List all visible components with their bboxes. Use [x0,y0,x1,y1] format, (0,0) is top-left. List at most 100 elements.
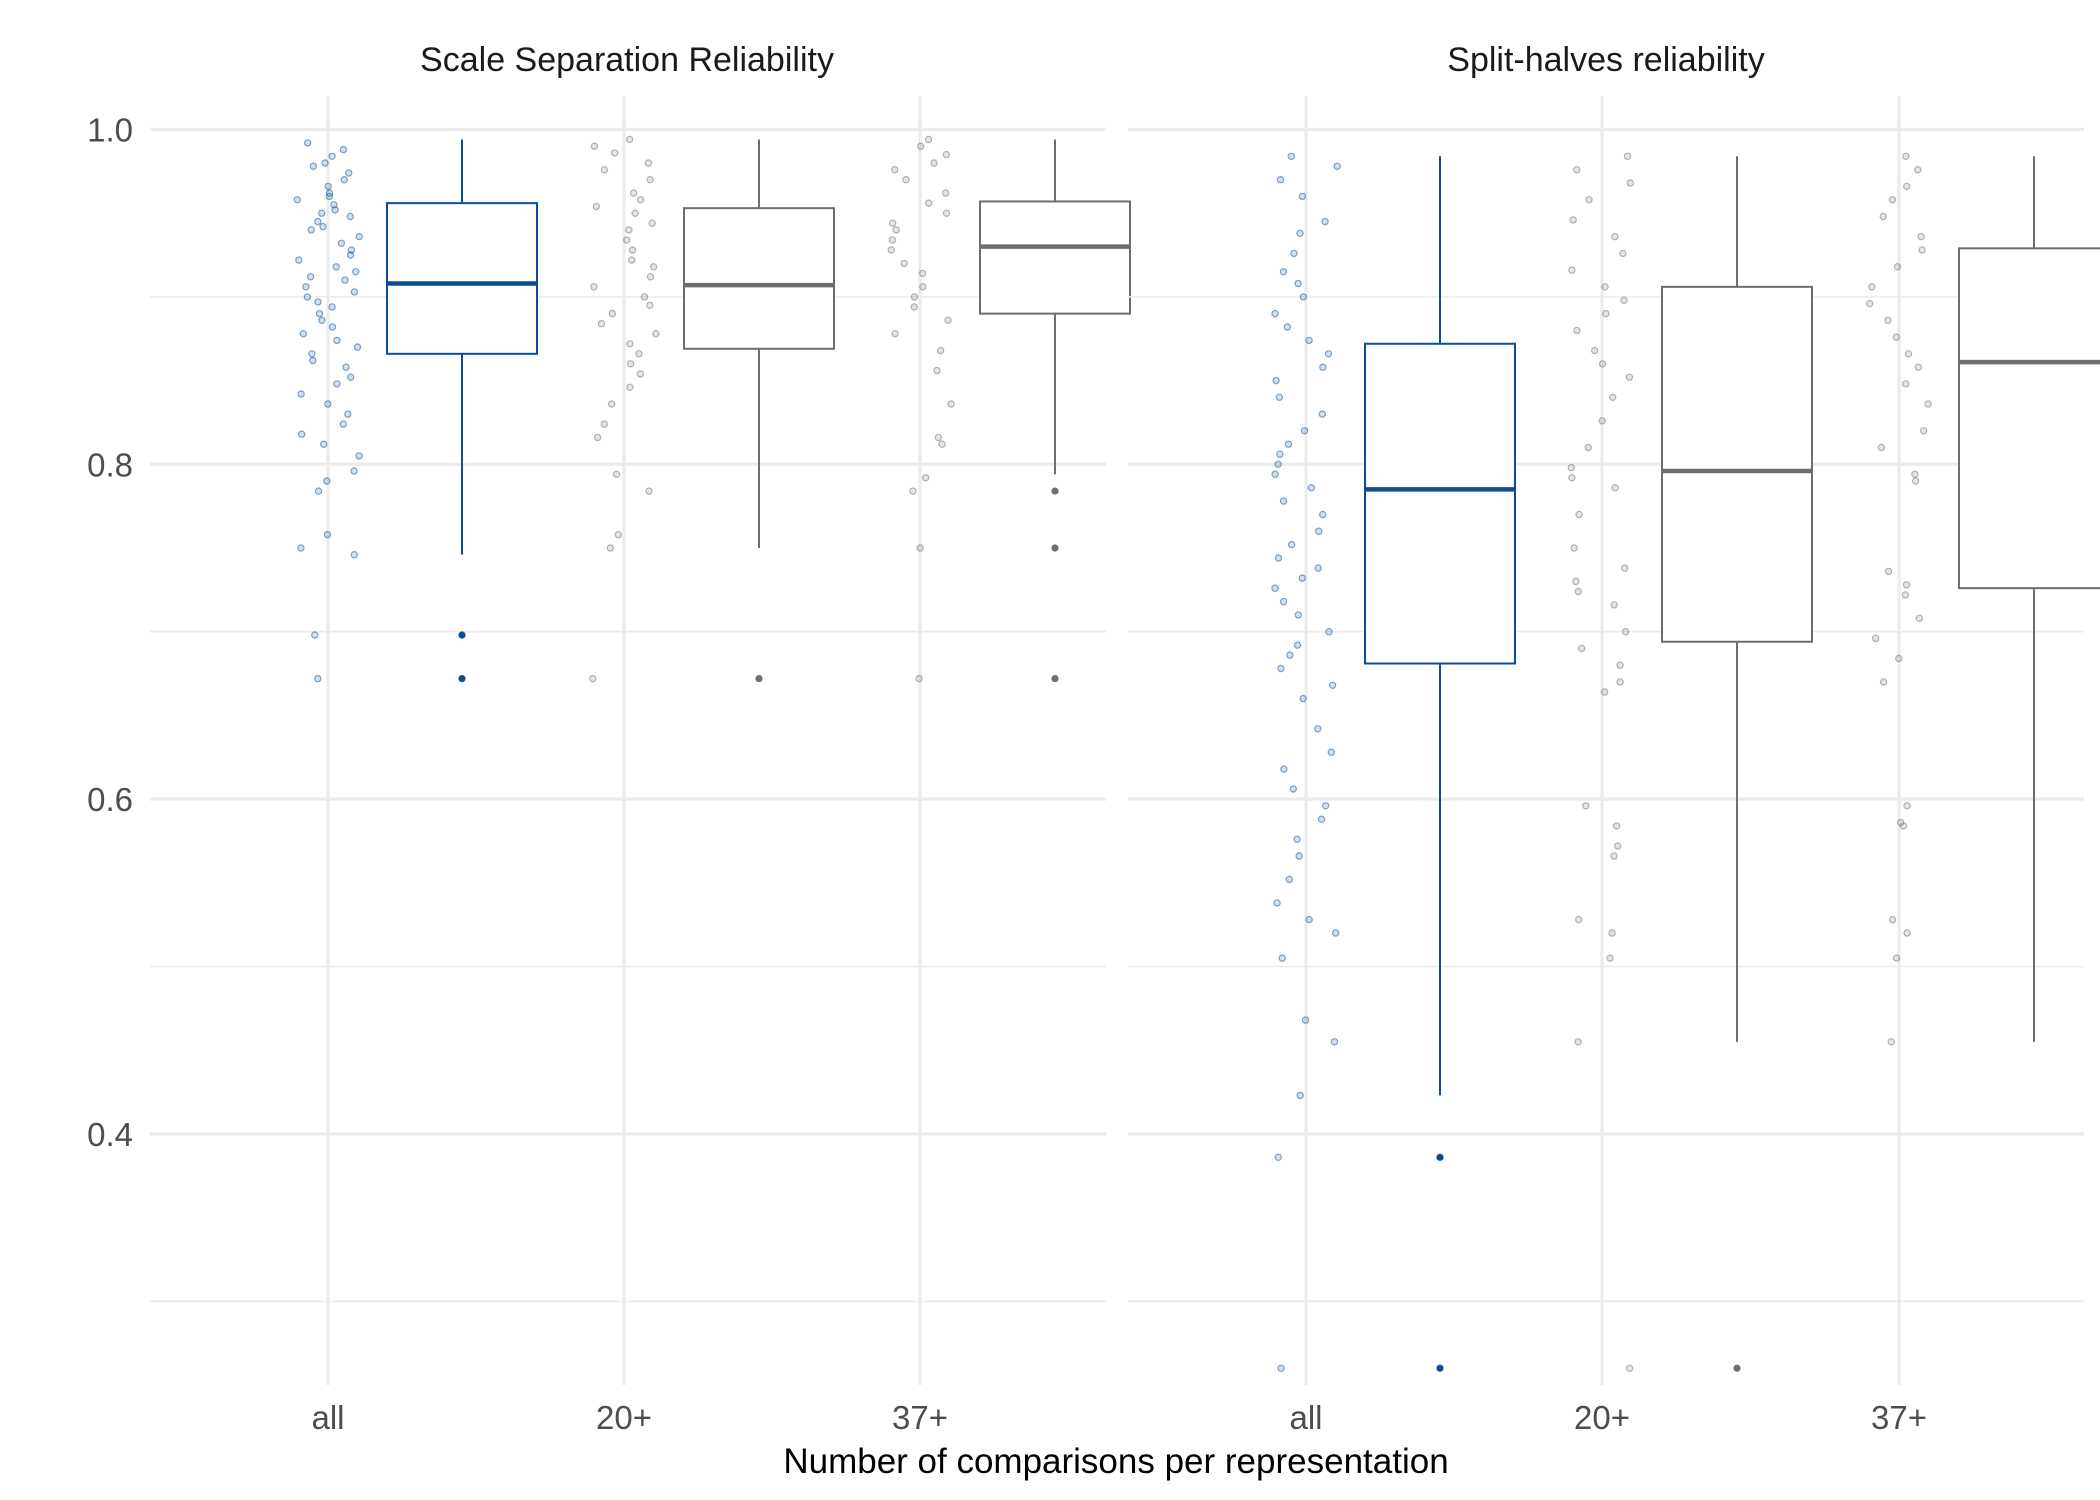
jitter-point [1569,216,1577,224]
jitter-point [628,246,637,254]
jitter-point [315,309,324,318]
jitter-point [1296,229,1304,237]
jitter-point [1598,360,1607,368]
jitter-point [626,135,634,144]
jitter-point [1299,293,1308,301]
jitter-point [593,433,602,442]
jitter-point [339,420,347,428]
jitter-point [942,209,951,217]
jitter-point [1598,417,1606,425]
jitter-point [1317,815,1326,823]
jitter-point [1585,196,1593,204]
jitter-point [314,217,322,226]
jitter-point [1301,1016,1310,1024]
jitter-point [589,674,597,683]
jitter-point [1613,842,1622,850]
jitter-point [1277,664,1285,673]
jitter-point [314,674,322,683]
y-tick-label: 0.4 [87,1116,133,1153]
jitter-point [1318,510,1327,519]
jitter-point [925,199,933,207]
jitter-point [1314,527,1323,535]
jitter-point [892,226,900,234]
jitter-point [1271,309,1279,318]
outlier-point [1051,487,1059,495]
jitter-point [933,366,941,375]
jitter-point [1300,427,1309,435]
jitter-point [934,433,943,442]
jitter-point [1570,544,1578,552]
x-tick-label: 20+ [596,1399,652,1436]
panel-scale-separation-reliability: Scale Separation Reliability all 20+ 37+ [150,41,1131,1436]
jitter-point [1573,326,1581,335]
jitter-point [1272,376,1280,385]
jitter-point [1330,1038,1339,1046]
jitter-point [600,420,609,428]
jitter-point [1275,393,1284,401]
jitter-point [1274,1153,1283,1162]
jitter-point [319,222,327,231]
jitter-point [1280,765,1288,773]
jitter-point [636,196,645,204]
jitter-point [1325,628,1333,636]
jitter-point [1567,463,1576,472]
panel-title: Scale Separation Reliability [420,41,834,79]
jitter-point [1901,591,1910,599]
jitter-point [293,196,301,204]
jitter-point [347,373,355,381]
box [1661,285,1813,643]
jitter-point [297,390,305,398]
jitter-point [1865,299,1874,308]
jitter-point [352,268,360,276]
jitter-point [1276,450,1284,458]
box [1958,247,2100,590]
jitter-point [1318,410,1327,418]
jitter-point [1305,915,1313,924]
jitter-point [1274,554,1283,562]
jitter-point [304,139,312,147]
jitter-point [1879,212,1888,221]
panel-x-ticks: all 20+ 37+ [1289,1399,1927,1436]
jitter-point [1286,651,1294,659]
jitter-point [626,360,635,368]
jitter-point [924,135,933,144]
jitter-point [314,487,323,495]
jitter-point [298,430,306,438]
jitter-point [1324,350,1333,358]
jitter-point [1294,611,1303,619]
jitter-point [635,350,643,358]
jitter-point [1294,279,1302,288]
jitter-point [325,192,334,201]
jitter-point [1888,196,1897,204]
jitter-point [1626,179,1635,187]
x-axis-title: Number of comparisons per representation [783,1442,1448,1481]
jitter-point [1879,678,1888,686]
jitter-point [306,273,315,281]
outlier-point [458,631,466,639]
jitter-point [1893,263,1902,271]
x-tick-label: 37+ [1871,1399,1927,1436]
jitter-point [1625,373,1634,381]
box [1364,342,1516,665]
jitter-point [648,219,656,227]
jitter-point [1590,346,1599,355]
jitter-point [1278,954,1286,962]
x-tick-label: all [1289,1399,1322,1436]
outlier-point [755,674,763,683]
jitter-point [1877,443,1886,452]
jitter-point [1892,333,1901,341]
jitter-point [1568,266,1576,274]
jitter-point [1608,929,1616,937]
jitter-point [1601,283,1609,291]
jitter-point [910,293,919,301]
outlier-point [1436,1153,1444,1161]
jitter-point [309,162,318,170]
jitter-point [646,175,654,184]
jitter-point [1293,835,1301,844]
jitter-point [902,175,910,184]
jitter-point [1902,581,1911,589]
jitter-point [1888,915,1897,924]
outlier-point [1051,544,1059,552]
jitter-point [350,288,359,296]
